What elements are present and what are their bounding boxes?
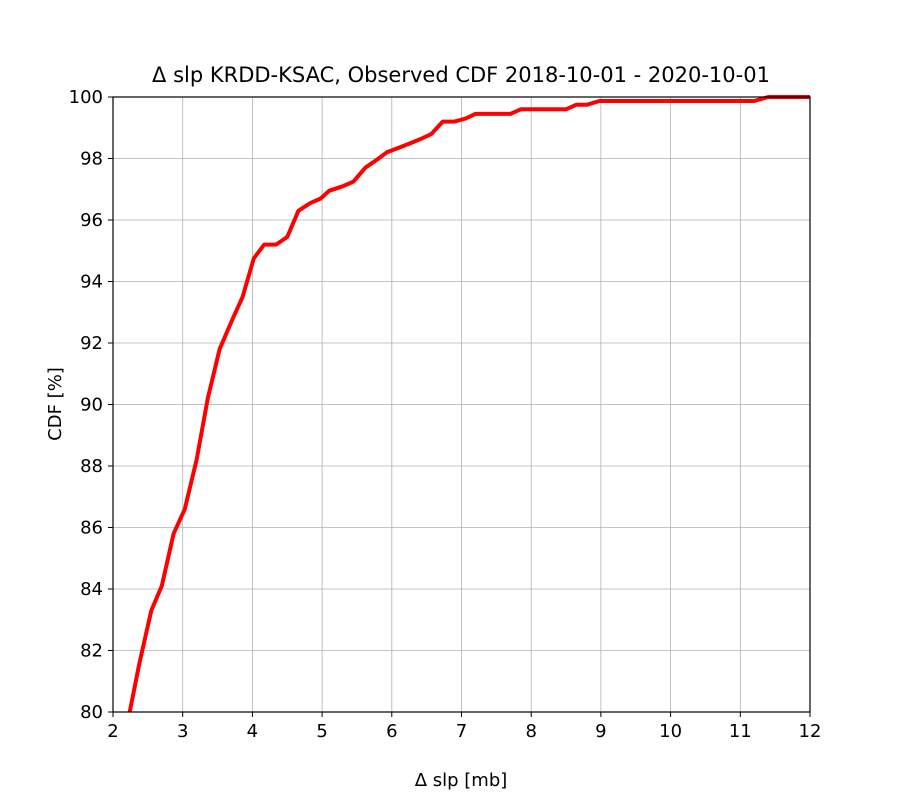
y-axis-label: CDF [%] [45,367,66,441]
x-tick-label: 2 [107,721,118,742]
y-tick-label: 98 [80,149,103,170]
y-tick-label: 92 [80,333,103,354]
y-tick-label: 94 [80,272,103,293]
y-tick-label: 88 [80,456,103,477]
x-tick-label: 9 [595,721,606,742]
y-tick-label: 84 [80,579,103,600]
y-tick-label: 90 [80,395,103,416]
x-tick-label: 4 [247,721,258,742]
x-tick-label: 7 [456,721,467,742]
axis-ticks: 2 3 4 5 6 7 8 9 10 11 12 80 82 84 86 88 90 92 94 96 98 100 [69,87,822,742]
y-tick-label: 86 [80,518,103,539]
y-tick-label: 80 [80,702,103,723]
x-tick-label: 3 [177,721,188,742]
x-tick-label: 11 [729,721,752,742]
x-tick-label: 8 [525,721,536,742]
x-tick-label: 6 [386,721,397,742]
cdf-series-line [127,95,810,713]
x-tick-label: 5 [316,721,327,742]
chart-title: Δ slp KRDD-KSAC, Observed CDF 2018-10-01… [152,63,770,87]
y-tick-label: 82 [80,641,103,662]
x-tick-label: 12 [799,721,822,742]
y-tick-label: 100 [69,87,103,108]
x-axis-label: Δ slp [mb] [415,770,508,791]
x-tick-label: 10 [659,721,682,742]
data-series [127,95,810,713]
y-tick-label: 96 [80,210,103,231]
